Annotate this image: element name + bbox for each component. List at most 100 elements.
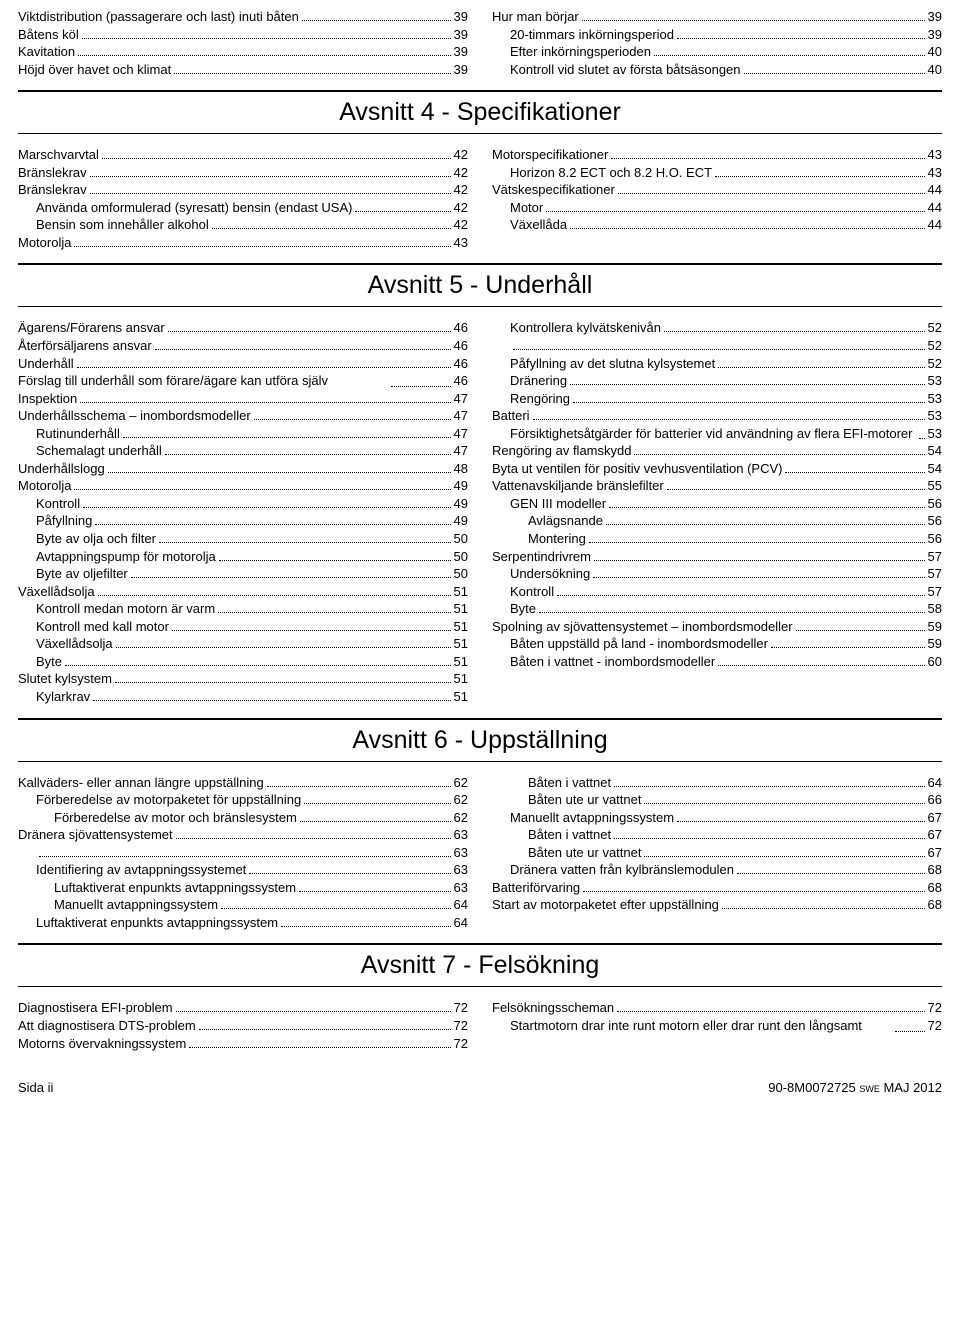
- s6-right-col: Båten i vattnet 64Båten ute ur vattnet 6…: [492, 774, 942, 932]
- toc-page: 44: [928, 181, 942, 199]
- page-footer: Sida ii 90-8M0072725 swe MAJ 2012: [18, 1080, 942, 1095]
- toc-entry: Båten ute ur vattnet 67: [492, 844, 942, 862]
- toc-label: Rengöring av flamskydd: [492, 442, 631, 460]
- toc-page: 46: [454, 319, 468, 337]
- toc-entry: Manuellt avtappningssystem 64: [18, 896, 468, 914]
- s5-left-col: Ägarens/Förarens ansvar 46Återförsäljare…: [18, 319, 468, 705]
- toc-entry: Avtappningspump för motorolja 50: [18, 548, 468, 566]
- toc-entry: Byte av oljefilter 50: [18, 565, 468, 583]
- toc-label: Bränslekrav: [18, 164, 87, 182]
- toc-label: Hur man börjar: [492, 8, 579, 26]
- divider: [18, 718, 942, 720]
- toc-page: 53: [928, 407, 942, 425]
- toc-label: Marschvarvtal: [18, 146, 99, 164]
- section7-title: Avsnitt 7 - Felsökning: [18, 951, 942, 980]
- toc-page: 53: [928, 390, 942, 408]
- footer-left-label: Sida: [18, 1080, 44, 1095]
- toc-entry: Vätskespecifikationer 44: [492, 181, 942, 199]
- toc-entry: Horizon 8.2 ECT och 8.2 H.O. ECT 43: [492, 164, 942, 182]
- toc-page: 39: [454, 26, 468, 44]
- toc-leader: [165, 454, 451, 455]
- toc-label: Felsökningsscheman: [492, 999, 614, 1017]
- toc-page: 46: [454, 337, 468, 355]
- toc-leader: [82, 38, 451, 39]
- toc-entry: Byte 51: [18, 653, 468, 671]
- toc-page: 50: [454, 565, 468, 583]
- section5-title: Avsnitt 5 - Underhåll: [18, 271, 942, 300]
- toc-entry: Luftaktiverat enpunkts avtappningssystem…: [18, 914, 468, 932]
- toc-page: 67: [928, 809, 942, 827]
- divider: [18, 90, 942, 92]
- toc-leader: [176, 1011, 451, 1012]
- toc-entry: Förberedelse av motor och bränslesystem …: [18, 809, 468, 827]
- s6-left-col: Kallväders- eller annan längre uppställn…: [18, 774, 468, 932]
- toc-leader: [93, 700, 450, 701]
- toc-page: 51: [454, 600, 468, 618]
- toc-entry: Höjd över havet och klimat 39: [18, 61, 468, 79]
- toc-page: 62: [454, 774, 468, 792]
- toc-leader: [302, 20, 451, 21]
- footer-left: Sida ii: [18, 1080, 53, 1095]
- toc-page: 51: [454, 653, 468, 671]
- toc-label: Kylarkrav: [36, 688, 90, 706]
- divider: [18, 943, 942, 945]
- toc-page: 52: [928, 355, 942, 373]
- toc-page: 53: [928, 425, 942, 443]
- toc-leader: [159, 542, 451, 543]
- section6-block: Kallväders- eller annan längre uppställn…: [18, 774, 942, 932]
- toc-entry: Rengöring 53: [492, 390, 942, 408]
- toc-page: 56: [928, 530, 942, 548]
- toc-page: 63: [454, 844, 468, 862]
- toc-page: 72: [928, 1017, 942, 1035]
- toc-entry: Kallväders- eller annan längre uppställn…: [18, 774, 468, 792]
- toc-entry: GEN III modeller 56: [492, 495, 942, 513]
- toc-leader: [677, 38, 925, 39]
- toc-entry: 20-timmars inkörningsperiod 39: [492, 26, 942, 44]
- toc-entry: Identifiering av avtappningssystemet 63: [18, 861, 468, 879]
- toc-label: Manuellt avtappningssystem: [54, 896, 218, 914]
- toc-leader: [116, 647, 451, 648]
- toc-leader: [168, 331, 451, 332]
- toc-label: Bränslekrav: [18, 181, 87, 199]
- toc-label: Att diagnostisera DTS-problem: [18, 1017, 196, 1035]
- toc-page: 59: [928, 635, 942, 653]
- toc-page: 67: [928, 844, 942, 862]
- section7-block: Diagnostisera EFI-problem 72 Att diagnost…: [18, 999, 942, 1052]
- toc-entry: Motor 44: [492, 199, 942, 217]
- toc-leader: [249, 873, 450, 874]
- toc-entry: Båten ute ur vattnet 66: [492, 791, 942, 809]
- toc-page: 43: [928, 146, 942, 164]
- section6-title: Avsnitt 6 - Uppställning: [18, 726, 942, 755]
- toc-leader: [74, 246, 450, 247]
- toc-page: 72: [454, 999, 468, 1017]
- toc-page: 62: [454, 791, 468, 809]
- toc-label: Start av motorpaketet efter uppställning: [492, 896, 719, 914]
- toc-entry: Dränera vatten från kylbränslemodulen 68: [492, 861, 942, 879]
- toc-leader: [39, 856, 451, 857]
- s7-left-col: Diagnostisera EFI-problem 72 Att diagnost…: [18, 999, 468, 1052]
- footer-date: MAJ 2012: [883, 1080, 942, 1095]
- toc-entry: Växellådsolja 51: [18, 635, 468, 653]
- toc-leader: [611, 158, 924, 159]
- toc-label: Båten i vattnet: [528, 774, 611, 792]
- toc-leader: [664, 331, 925, 332]
- toc-page: 56: [928, 495, 942, 513]
- toc-label: Byte: [510, 600, 536, 618]
- toc-leader: [281, 926, 450, 927]
- toc-entry: Felsökningsscheman 72: [492, 999, 942, 1017]
- toc-entry: Vattenavskiljande bränslefilter 55: [492, 477, 942, 495]
- toc-entry: Avlägsnande 56: [492, 512, 942, 530]
- toc-page: 72: [454, 1017, 468, 1035]
- toc-label: Rengöring: [510, 390, 570, 408]
- s4-left-col: Marschvarvtal 42Bränslekrav 42Bränslekra…: [18, 146, 468, 251]
- toc-label: Byta ut ventilen för positiv vevhusventi…: [492, 460, 782, 478]
- toc-label: Diagnostisera EFI-problem: [18, 999, 173, 1017]
- toc-leader: [593, 577, 924, 578]
- toc-entry: Marschvarvtal 42: [18, 146, 468, 164]
- toc-page: 57: [928, 583, 942, 601]
- toc-entry: Viktdistribution (passagerare och last) …: [18, 8, 468, 26]
- top-block: Viktdistribution (passagerare och last) …: [18, 8, 942, 78]
- toc-entry: Schemalagt underhåll 47: [18, 442, 468, 460]
- toc-label: Motor: [510, 199, 543, 217]
- toc-leader: [715, 176, 924, 177]
